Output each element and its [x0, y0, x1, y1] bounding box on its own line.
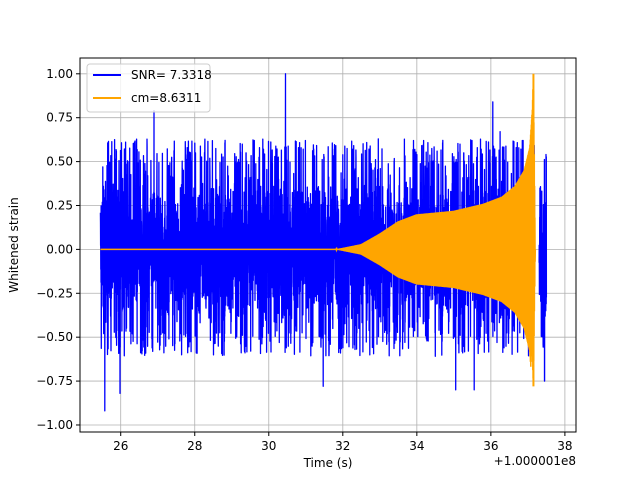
- y-tick-label: −0.25: [36, 286, 73, 300]
- x-tick-label: 28: [187, 439, 202, 453]
- x-axis-label: Time (s): [303, 456, 353, 470]
- y-axis: −1.00 −0.75 −0.50 −0.25 0.00 0.25 0.50 0.75 1.00: [36, 67, 80, 432]
- axes-frame: [79, 57, 577, 433]
- y-tick-label: 0.75: [46, 111, 73, 125]
- x-tick-label: 30: [261, 439, 276, 453]
- y-tick-label: −0.75: [36, 374, 73, 388]
- x-tick-label: 36: [483, 439, 498, 453]
- x-offset-label: +1.000001e8: [494, 454, 576, 468]
- y-tick-label: 1.00: [46, 67, 73, 81]
- y-tick-label: −1.00: [36, 418, 73, 432]
- x-tick-label: 34: [409, 439, 424, 453]
- x-tick-label: 26: [113, 439, 128, 453]
- series-snr-line: [99, 73, 548, 412]
- y-tick-label: 0.25: [46, 198, 73, 212]
- x-tick-label: 38: [557, 439, 572, 453]
- x-axis: 26 28 30 32 34 36 38: [113, 432, 573, 453]
- plot-area: [99, 73, 548, 412]
- y-tick-label: 0.00: [46, 242, 73, 256]
- series-cm-line: [100, 78, 537, 386]
- legend: SNR= 7.3318 cm=8.6311: [86, 63, 212, 113]
- y-tick-label: −0.50: [36, 330, 73, 344]
- legend-label-snr: SNR= 7.3318: [131, 68, 212, 82]
- legend-label-cm: cm=8.6311: [131, 91, 201, 105]
- x-tick-label: 32: [335, 439, 350, 453]
- y-tick-label: 0.50: [46, 155, 73, 169]
- y-axis-label: Whitened strain: [7, 197, 21, 293]
